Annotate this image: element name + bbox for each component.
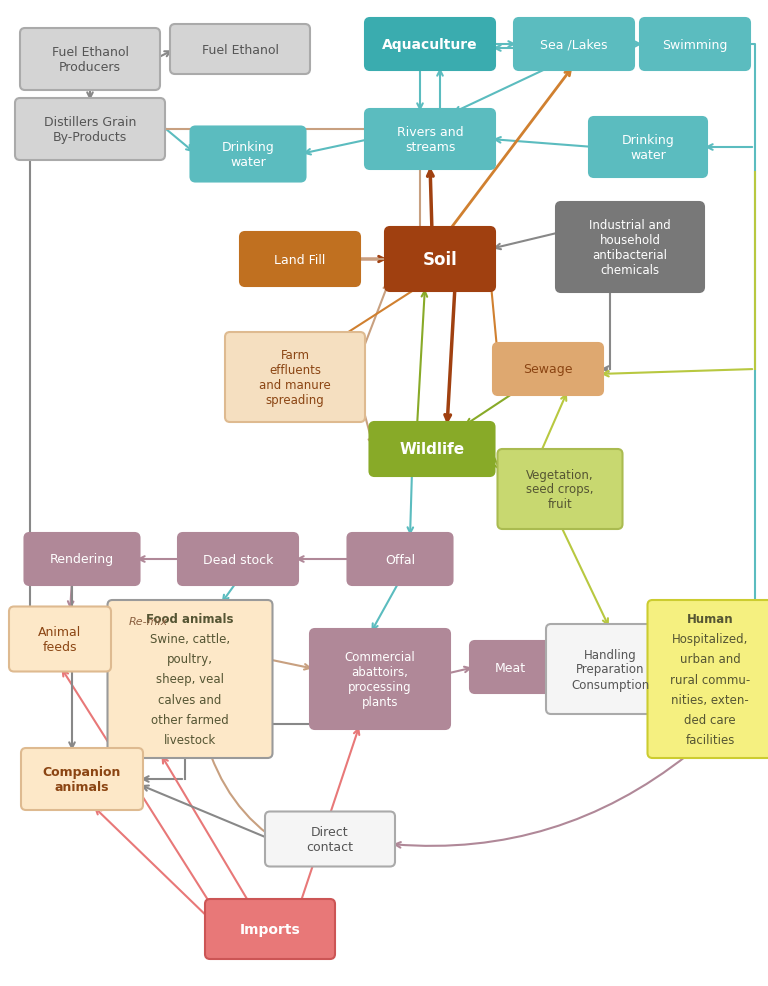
Text: facilities: facilities (685, 734, 735, 746)
FancyBboxPatch shape (647, 600, 768, 758)
Text: Vegetation,
seed crops,
fruit: Vegetation, seed crops, fruit (526, 468, 594, 511)
FancyBboxPatch shape (178, 533, 298, 586)
FancyBboxPatch shape (205, 899, 335, 959)
Text: Rendering: Rendering (50, 553, 114, 566)
FancyBboxPatch shape (9, 607, 111, 671)
Text: Offal: Offal (385, 553, 415, 566)
FancyBboxPatch shape (365, 109, 495, 170)
Text: sheep, veal: sheep, veal (156, 672, 224, 686)
FancyBboxPatch shape (108, 600, 273, 758)
Text: Distillers Grain
By-Products: Distillers Grain By-Products (44, 116, 136, 144)
Text: Re-mix: Re-mix (128, 616, 167, 626)
Text: livestock: livestock (164, 734, 216, 746)
Text: Meat: Meat (495, 661, 525, 673)
FancyBboxPatch shape (546, 624, 674, 714)
FancyBboxPatch shape (365, 19, 495, 71)
Text: Drinking
water: Drinking water (222, 141, 274, 169)
FancyBboxPatch shape (347, 533, 452, 586)
FancyBboxPatch shape (170, 25, 310, 75)
Text: Farm
effluents
and manure
spreading: Farm effluents and manure spreading (259, 349, 331, 406)
Text: Direct
contact: Direct contact (306, 825, 353, 853)
Text: Food animals: Food animals (146, 612, 233, 625)
Text: Hospitalized,: Hospitalized, (672, 632, 748, 645)
Text: rural commu-: rural commu- (670, 672, 750, 686)
Text: poultry,: poultry, (167, 653, 213, 666)
FancyBboxPatch shape (514, 19, 634, 71)
Text: Fuel Ethanol: Fuel Ethanol (201, 43, 279, 56)
Text: urban and: urban and (680, 653, 740, 666)
FancyBboxPatch shape (556, 203, 704, 293)
Text: other farmed: other farmed (151, 713, 229, 727)
Text: Wildlife: Wildlife (399, 442, 465, 458)
FancyBboxPatch shape (369, 423, 495, 476)
FancyBboxPatch shape (21, 748, 143, 810)
Text: Rivers and
streams: Rivers and streams (397, 126, 463, 154)
FancyBboxPatch shape (240, 233, 360, 287)
FancyBboxPatch shape (225, 332, 365, 423)
FancyBboxPatch shape (20, 29, 160, 91)
Text: Industrial and
household
antibacterial
chemicals: Industrial and household antibacterial c… (589, 219, 671, 277)
Text: Land Fill: Land Fill (274, 253, 326, 266)
FancyBboxPatch shape (493, 344, 603, 395)
Text: calves and: calves and (158, 693, 222, 706)
Text: Imports: Imports (240, 922, 300, 936)
FancyBboxPatch shape (190, 127, 306, 182)
FancyBboxPatch shape (265, 811, 395, 867)
FancyBboxPatch shape (15, 99, 165, 161)
Text: Soil: Soil (422, 250, 458, 269)
Text: Companion
animals: Companion animals (43, 765, 121, 793)
Text: Swine, cattle,: Swine, cattle, (150, 632, 230, 645)
FancyBboxPatch shape (640, 19, 750, 71)
Text: Fuel Ethanol
Producers: Fuel Ethanol Producers (51, 46, 128, 74)
Text: Handling
Preparation
Consumption: Handling Preparation Consumption (571, 648, 649, 691)
Text: Human: Human (687, 612, 733, 625)
Text: Commercial
abattoirs,
processing
plants: Commercial abattoirs, processing plants (345, 651, 415, 708)
Text: Dead stock: Dead stock (203, 553, 273, 566)
FancyBboxPatch shape (498, 450, 623, 529)
FancyBboxPatch shape (589, 118, 707, 177)
FancyBboxPatch shape (385, 228, 495, 292)
Text: nities, exten-: nities, exten- (671, 693, 749, 706)
Text: Aquaculture: Aquaculture (382, 38, 478, 52)
Text: Sewage: Sewage (523, 363, 573, 376)
FancyBboxPatch shape (470, 641, 550, 693)
Text: Swimming: Swimming (662, 38, 728, 51)
FancyBboxPatch shape (25, 533, 140, 586)
Text: ded care: ded care (684, 713, 736, 727)
FancyBboxPatch shape (310, 629, 450, 730)
Text: Animal
feeds: Animal feeds (38, 625, 81, 654)
Text: Sea /Lakes: Sea /Lakes (540, 38, 607, 51)
Text: Drinking
water: Drinking water (621, 134, 674, 162)
